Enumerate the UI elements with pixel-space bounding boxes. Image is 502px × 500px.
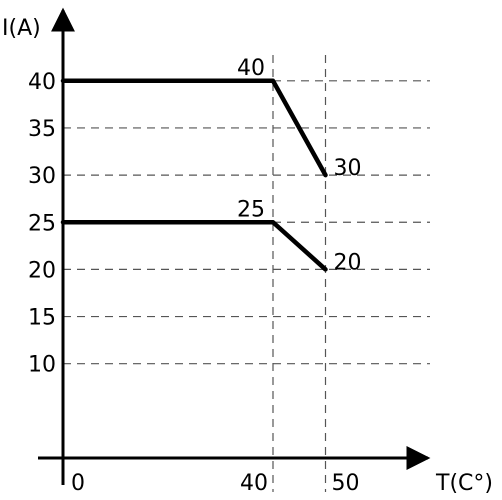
y-tick-label: 35 <box>28 117 56 142</box>
y-tick-label: 25 <box>28 211 56 236</box>
x-axis-label: T(C°) <box>435 471 493 496</box>
y-tick-label: 30 <box>28 164 56 189</box>
y-tick-label: 15 <box>28 306 56 331</box>
point-labels: 40 30 25 20 <box>237 56 362 276</box>
series <box>60 78 328 272</box>
grid <box>63 55 430 492</box>
data-label: 40 <box>237 56 265 81</box>
data-label: 30 <box>334 156 362 181</box>
series-line-2 <box>60 220 328 272</box>
y-axis-label: I(A) <box>2 16 41 41</box>
series-line-1 <box>60 78 328 178</box>
x-tick-label: 40 <box>240 471 268 496</box>
y-tick-label: 20 <box>28 258 56 283</box>
y-tick-label: 40 <box>28 70 56 95</box>
tick-labels: 10 15 20 25 30 35 40 0 40 50 <box>28 70 360 496</box>
y-tick-label: 10 <box>28 353 56 378</box>
data-label: 20 <box>334 250 362 275</box>
data-label: 25 <box>237 197 265 222</box>
x-tick-label: 50 <box>332 471 360 496</box>
x-tick-label: 0 <box>71 471 85 496</box>
axes <box>38 7 431 485</box>
